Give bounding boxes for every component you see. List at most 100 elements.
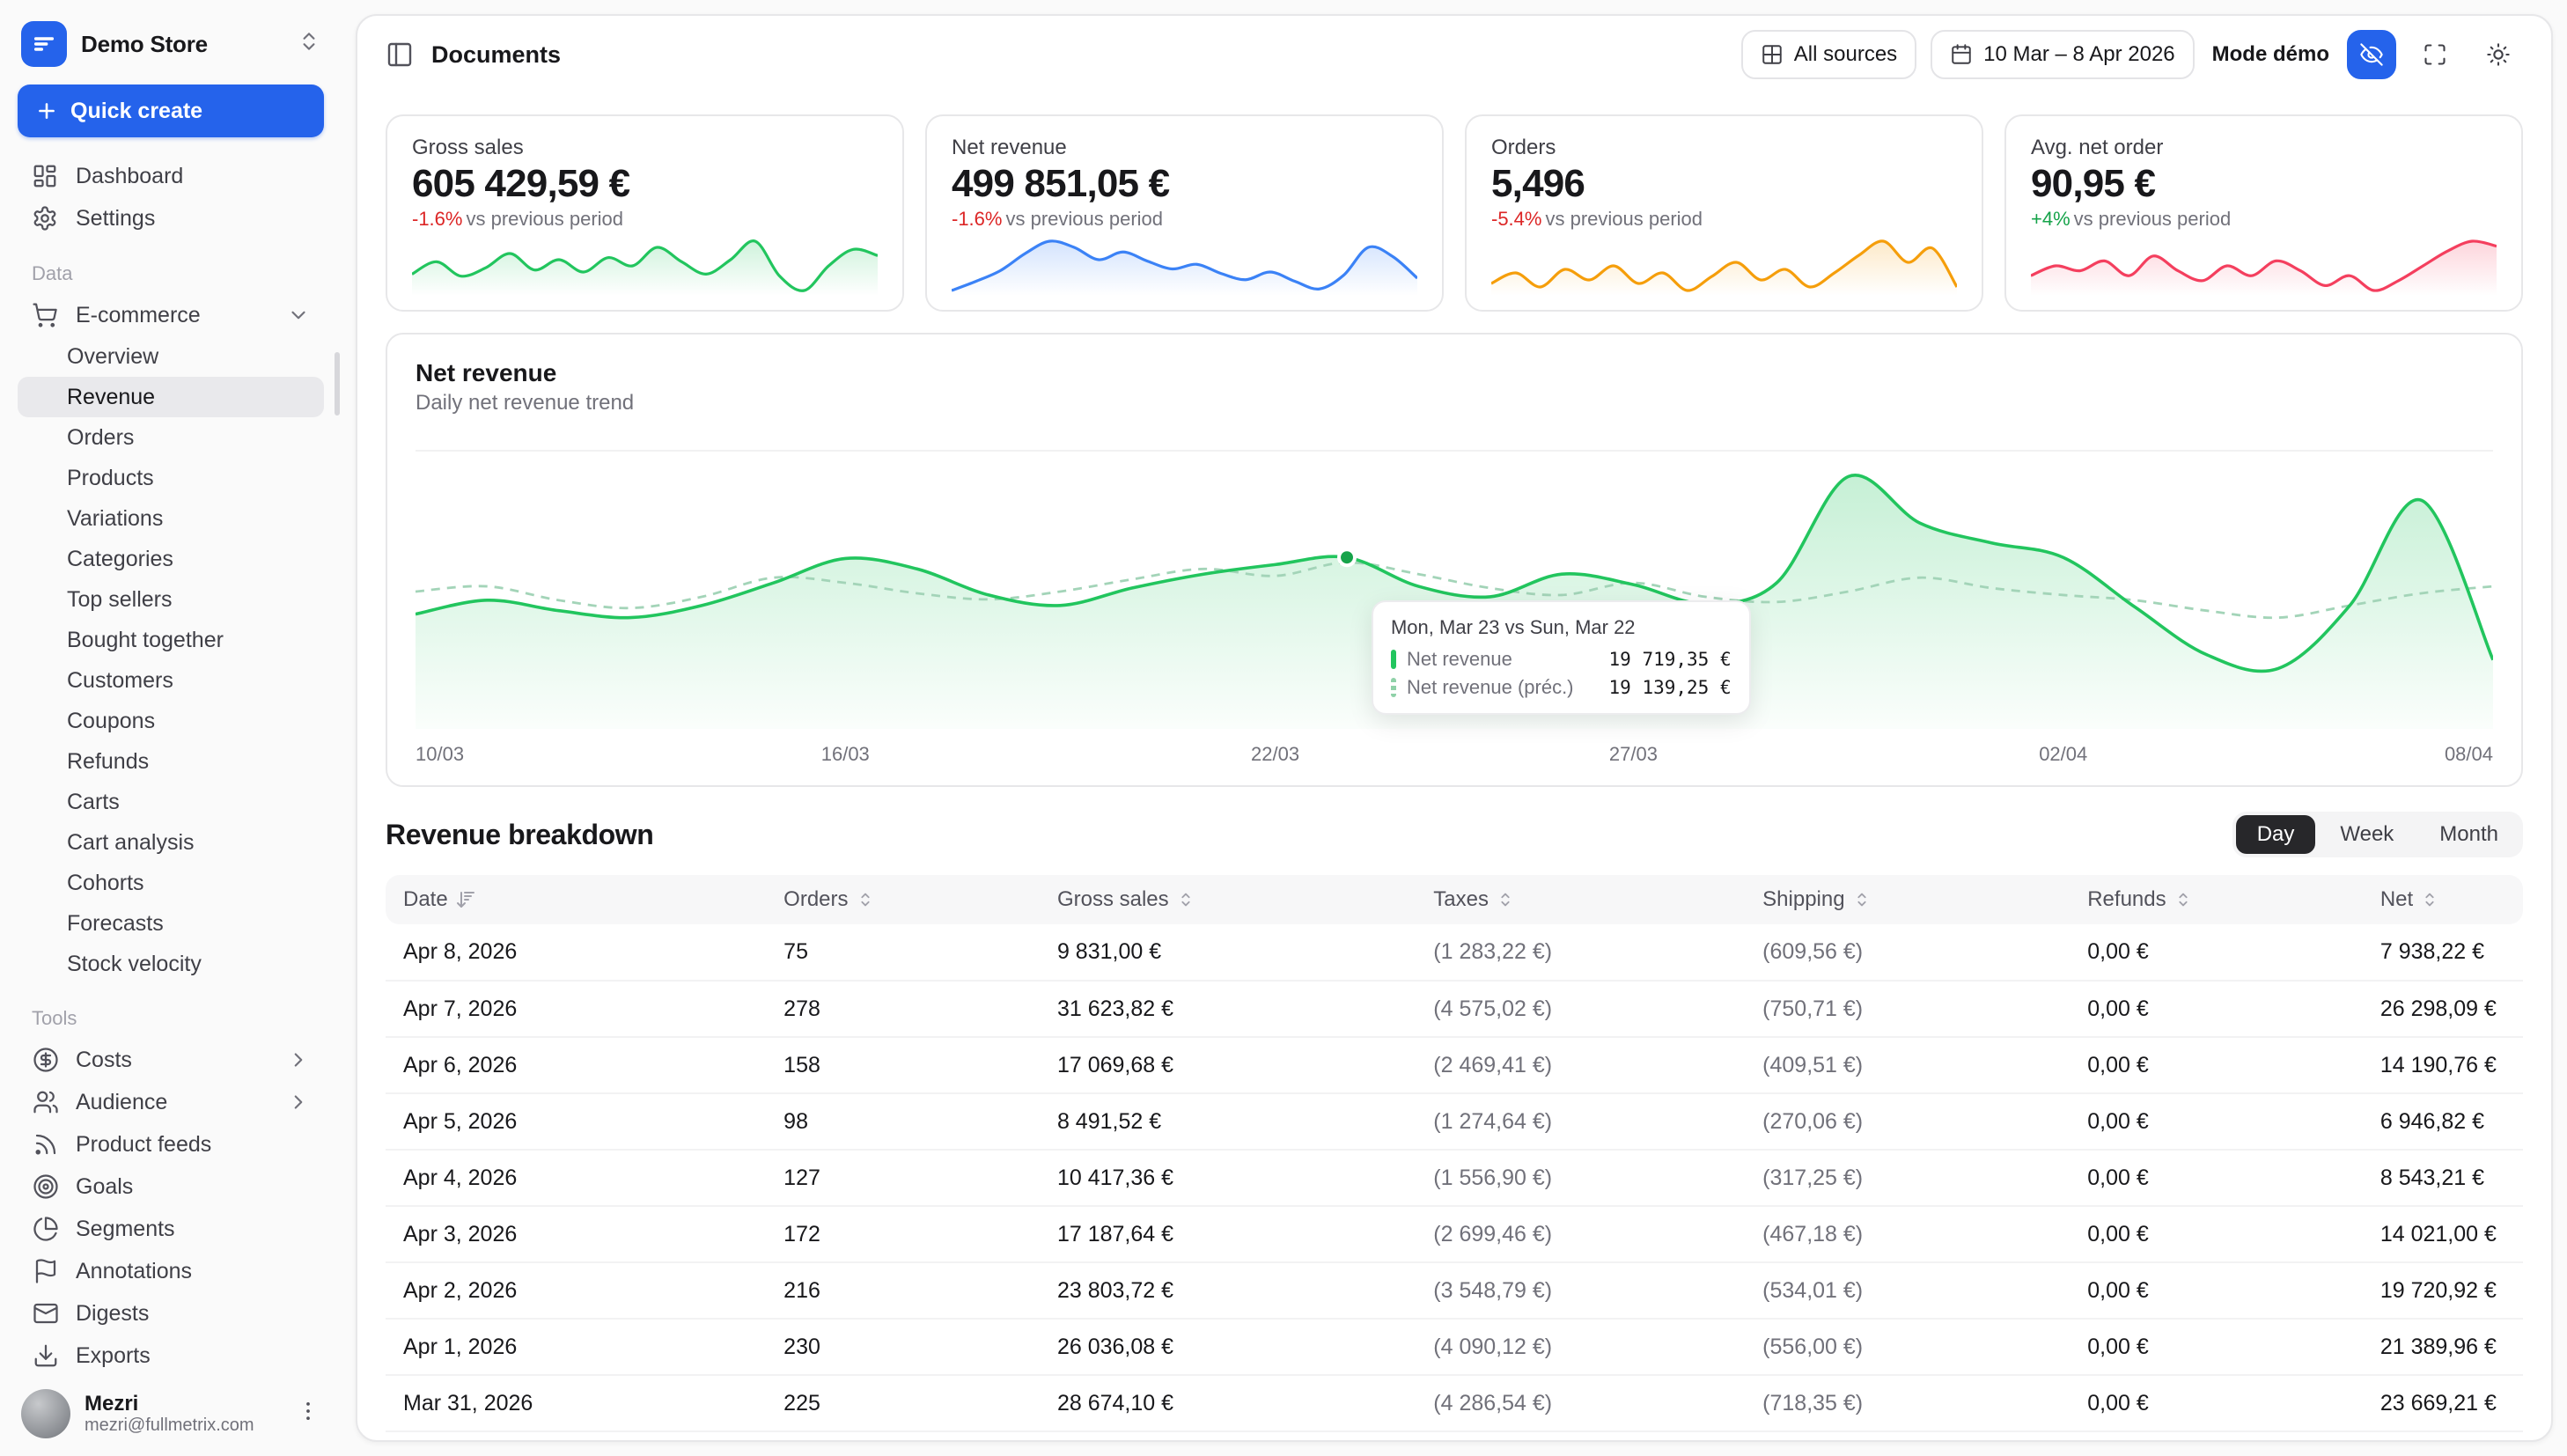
store-switcher[interactable]: Demo Store xyxy=(18,14,324,85)
sidebar-item-annotations[interactable]: Annotations xyxy=(18,1250,324,1292)
cell-orders: 230 xyxy=(766,1319,1040,1376)
sidebar-item-bought-together[interactable]: Bought together xyxy=(67,627,224,652)
sidebar-item-product-feeds[interactable]: Product feeds xyxy=(18,1123,324,1166)
product-feeds-icon xyxy=(35,1134,56,1155)
sidebar-item-products[interactable]: Products xyxy=(67,465,154,490)
column-header-taxes[interactable]: Taxes xyxy=(1416,875,1746,924)
cell-refunds: 0,00 € xyxy=(2070,1431,2363,1440)
sidebar-item-label: Audience xyxy=(76,1089,168,1114)
cell-shipping: (750,71 €) xyxy=(1745,981,2071,1038)
app-logo-icon xyxy=(21,21,67,67)
sidebar-item-exports[interactable]: Exports xyxy=(18,1335,324,1377)
sidebar-item-dashboard[interactable]: Dashboard xyxy=(18,155,324,197)
sort-icon xyxy=(1852,890,1872,909)
table-row: Apr 2, 2026 216 23 803,72 € (3 548,79 €) (53… xyxy=(386,1262,2523,1320)
sidebar-item-categories[interactable]: Categories xyxy=(67,546,173,571)
column-header-date[interactable]: Date xyxy=(386,875,767,924)
sidebar-item-goals[interactable]: Goals xyxy=(18,1166,324,1208)
sidebar-item-segments[interactable]: Segments xyxy=(18,1208,324,1250)
cell-gross-sales: 17 187,64 € xyxy=(1039,1206,1416,1263)
cell-gross-sales: 31 623,82 € xyxy=(1039,981,1416,1038)
kpi-value: 90,95 € xyxy=(2031,162,2156,205)
topbar: Documents All sources 10 Mar – 8 Apr 202… xyxy=(357,16,2551,93)
cell-date: Apr 5, 2026 xyxy=(386,1093,767,1151)
tab-week[interactable]: Week xyxy=(2319,815,2415,854)
cell-gross-sales: 23 803,72 € xyxy=(1039,1262,1416,1320)
cell-orders: 98 xyxy=(766,1093,1040,1151)
column-label: Refunds xyxy=(2087,887,2166,911)
column-label: Net xyxy=(2379,887,2414,911)
sidebar-item-label: Segments xyxy=(76,1216,175,1241)
column-header-gross-sales[interactable]: Gross sales xyxy=(1039,875,1416,924)
tab-month[interactable]: Month xyxy=(2418,815,2519,854)
tools-menu: Costs Audience Product feeds Goals Segments A… xyxy=(18,1039,324,1377)
table-row: Apr 8, 2026 75 9 831,00 € (1 283,22 €) (609,… xyxy=(386,924,2523,982)
all-sources-button[interactable]: All sources xyxy=(1740,30,1917,79)
demo-mode-label[interactable]: Mode démo xyxy=(2211,42,2329,66)
sidebar-item-revenue[interactable]: Revenue xyxy=(18,377,324,417)
cell-refunds: 0,00 € xyxy=(2070,1037,2363,1094)
sidebar-item-top-sellers[interactable]: Top sellers xyxy=(67,586,173,612)
cell-shipping: (534,01 €) xyxy=(1745,1262,2071,1320)
calendar-icon xyxy=(1950,43,1973,66)
page-content: Gross sales 605 429,59 € -1.6% vs previou… xyxy=(357,93,2551,1440)
cell-taxes: (1 283,22 €) xyxy=(1416,924,1746,982)
sidebar-item-customers[interactable]: Customers xyxy=(67,667,173,693)
column-header-refunds[interactable]: Refunds xyxy=(2070,875,2363,924)
cell-refunds: 0,00 € xyxy=(2070,1375,2363,1432)
cell-shipping: (317,25 €) xyxy=(1745,1150,2071,1207)
kpi-label: Net revenue xyxy=(952,136,1067,159)
sidebar-item-forecasts[interactable]: Forecasts xyxy=(67,910,164,936)
cell-net: 14 021,00 € xyxy=(2362,1206,2523,1263)
series-swatch-current xyxy=(1390,650,1396,669)
date-range-button[interactable]: 10 Mar – 8 Apr 2026 xyxy=(1931,30,2195,79)
cell-taxes: (3 548,79 €) xyxy=(1416,1262,1746,1320)
column-header-orders[interactable]: Orders xyxy=(766,875,1040,924)
sidebar-item-costs[interactable]: Costs xyxy=(18,1039,324,1081)
sidebar-item-variations[interactable]: Variations xyxy=(67,505,164,531)
maximize-icon xyxy=(2423,42,2447,67)
sidebar-item-cohorts[interactable]: Cohorts xyxy=(67,870,144,895)
sun-icon xyxy=(2486,42,2511,67)
net-revenue-chart[interactable]: Mon, Mar 23 vs Sun, Mar 22 Net revenue 1… xyxy=(416,437,2493,732)
sort-icon xyxy=(1176,890,1195,909)
sidebar-scrollbar-thumb[interactable] xyxy=(335,352,340,415)
sidebar-item-refunds[interactable]: Refunds xyxy=(67,748,150,774)
sidebar-item-audience[interactable]: Audience xyxy=(18,1081,324,1123)
cell-gross-sales: 8 491,52 € xyxy=(1039,1093,1416,1151)
table-row: Mar 31, 2026 225 28 674,10 € (4 286,54 €) (7… xyxy=(386,1375,2523,1432)
sidebar-item-stock-velocity[interactable]: Stock velocity xyxy=(67,951,202,976)
theme-toggle-button[interactable] xyxy=(2474,30,2523,79)
sidebar-item-cart-analysis[interactable]: Cart analysis xyxy=(67,829,195,855)
sidebar-item-orders[interactable]: Orders xyxy=(67,424,135,450)
cell-refunds: 0,00 € xyxy=(2070,1093,2363,1151)
tab-day[interactable]: Day xyxy=(2235,815,2316,854)
sidebar-item-ecommerce[interactable]: E-commerce xyxy=(18,294,324,336)
dashboard-icon xyxy=(32,163,60,189)
more-vertical-icon[interactable] xyxy=(296,1399,320,1430)
quick-create-button[interactable]: Quick create xyxy=(18,85,324,137)
section-label-tools: Tools xyxy=(32,1007,77,1029)
chart-title: Net revenue xyxy=(416,359,557,386)
sidebar-item-settings[interactable]: Settings xyxy=(18,197,324,239)
sidebar-item-digests[interactable]: Digests xyxy=(18,1292,324,1335)
cell-net: 6 946,82 € xyxy=(2362,1093,2523,1151)
fullscreen-button[interactable] xyxy=(2410,30,2460,79)
sidebar-item-carts[interactable]: Carts xyxy=(67,789,120,814)
gear-icon xyxy=(32,205,60,232)
cell-net: 21 389,96 € xyxy=(2362,1319,2523,1376)
user-menu[interactable]: Mezri mezri@fullmetrix.com xyxy=(18,1379,324,1438)
sidebar-item-coupons[interactable]: Coupons xyxy=(67,708,156,733)
table-row: Apr 3, 2026 172 17 187,64 € (2 699,46 €) (46… xyxy=(386,1206,2523,1263)
chevron-down-icon xyxy=(287,304,310,327)
column-header-shipping[interactable]: Shipping xyxy=(1745,875,2071,924)
cell-orders: 278 xyxy=(766,981,1040,1038)
hide-demo-button[interactable] xyxy=(2347,30,2396,79)
kpi-card-net-revenue: Net revenue 499 851,05 € -1.6% vs previou… xyxy=(925,114,1444,312)
cell-taxes: (4 286,54 €) xyxy=(1416,1375,1746,1432)
store-name: Demo Store xyxy=(81,30,208,57)
sidebar-toggle-icon[interactable] xyxy=(386,40,414,69)
cell-taxes: (4 575,02 €) xyxy=(1416,981,1746,1038)
column-header-net[interactable]: Net xyxy=(2362,875,2523,924)
sidebar-item-overview[interactable]: Overview xyxy=(67,343,159,369)
